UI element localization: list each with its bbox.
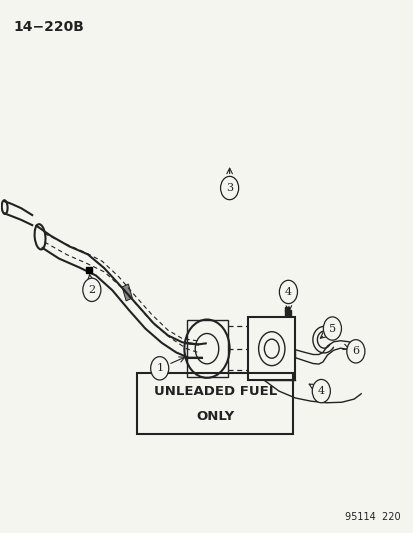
Text: 5: 5 [328, 324, 335, 334]
Circle shape [220, 176, 238, 200]
Circle shape [279, 280, 297, 304]
Text: 14−220B: 14−220B [14, 20, 84, 34]
Text: UNLEADED FUEL: UNLEADED FUEL [153, 385, 276, 398]
Text: 1: 1 [156, 364, 163, 373]
Text: 4: 4 [284, 287, 291, 297]
Circle shape [150, 357, 169, 380]
Circle shape [346, 340, 364, 363]
Text: 6: 6 [351, 346, 358, 357]
Bar [187, 319, 227, 377]
Bar [137, 373, 293, 433]
Circle shape [323, 317, 341, 340]
Text: 95114  220: 95114 220 [344, 512, 399, 522]
Circle shape [311, 379, 330, 403]
Circle shape [83, 278, 101, 302]
Bar [122, 284, 132, 301]
Text: 2: 2 [88, 285, 95, 295]
Text: 4: 4 [317, 386, 324, 396]
Text: 3: 3 [225, 183, 233, 193]
Text: ONLY: ONLY [196, 410, 234, 423]
Bar [247, 317, 295, 381]
